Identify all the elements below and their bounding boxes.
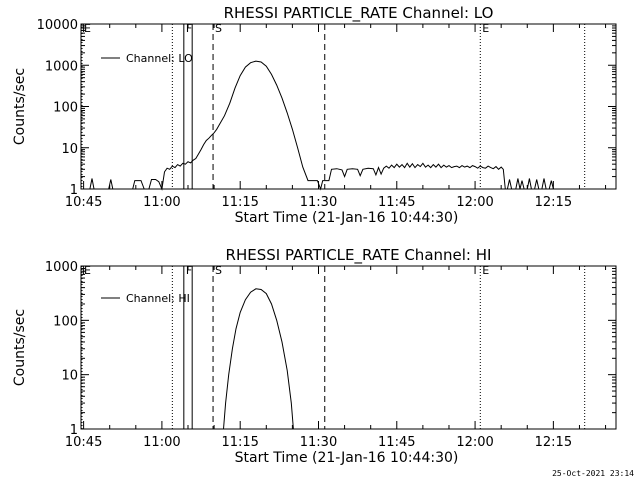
chart-title: RHESSI PARTICLE_RATE Channel: LO: [224, 4, 494, 23]
marker-label: E: [84, 22, 91, 35]
render-timestamp: 25-Oct-2021 23:14: [552, 469, 634, 478]
y-tick-label: 1000: [45, 59, 78, 74]
x-tick-label: 12:15: [535, 195, 572, 210]
x-tick-label: 11:00: [143, 435, 180, 450]
x-tick-label: 10:45: [65, 195, 102, 210]
plot-frame: [80, 265, 617, 430]
x-tick-label: 11:30: [300, 195, 337, 210]
x-tick-label: 11:00: [143, 195, 180, 210]
legend: Channel: LO: [101, 52, 193, 65]
chart-panel-hi: RHESSI PARTICLE_RATE Channel: HI 10:45 11:…: [12, 246, 617, 466]
plot-frame: [80, 23, 617, 190]
x-tick-label: 10:45: [65, 435, 102, 450]
y-tick-label: 1000: [45, 260, 78, 275]
x-tick-label: 11:15: [221, 435, 258, 450]
x-tick-label: 12:00: [456, 195, 493, 210]
x-tick-label: 11:45: [378, 195, 415, 210]
y-tick-label: 1: [70, 183, 78, 198]
chart-panel-lo: RHESSI PARTICLE_RATE Channel: LO 10:45 11:…: [12, 4, 617, 226]
y-tick-label: 10000: [37, 18, 78, 33]
legend: Channel: HI: [101, 292, 190, 305]
y-axis-label: Counts/sec: [12, 68, 28, 145]
x-tick-label: 11:45: [378, 435, 415, 450]
x-tick-label: 11:30: [300, 435, 337, 450]
x-tick-label: 11:15: [221, 195, 258, 210]
y-tick-label: 10: [61, 369, 78, 384]
y-tick-label: 100: [53, 101, 78, 116]
chart-title: RHESSI PARTICLE_RATE Channel: HI: [226, 246, 492, 265]
marker-label: S: [215, 22, 222, 35]
marker-label: E: [84, 264, 91, 277]
legend-label: Channel: LO: [126, 52, 193, 65]
marker-label: S: [215, 264, 222, 277]
marker-label: F: [186, 22, 192, 35]
x-axis-label: Start Time (21-Jan-16 10:44:30): [235, 210, 459, 226]
marker-label: F: [186, 264, 192, 277]
series-line-hi: [223, 288, 294, 430]
y-axis-label: Counts/sec: [12, 309, 28, 386]
x-tick-label: 12:15: [535, 435, 572, 450]
marker-label: E: [482, 264, 489, 277]
y-tick-label: 10: [61, 142, 78, 157]
series-line-lo: [89, 60, 554, 191]
y-tick-label: 1: [70, 423, 78, 438]
marker-label: E: [482, 22, 489, 35]
x-tick-label: 12:00: [456, 435, 493, 450]
x-axis-label: Start Time (21-Jan-16 10:44:30): [235, 450, 459, 466]
legend-label: Channel: HI: [126, 292, 190, 305]
y-tick-label: 100: [53, 314, 78, 329]
